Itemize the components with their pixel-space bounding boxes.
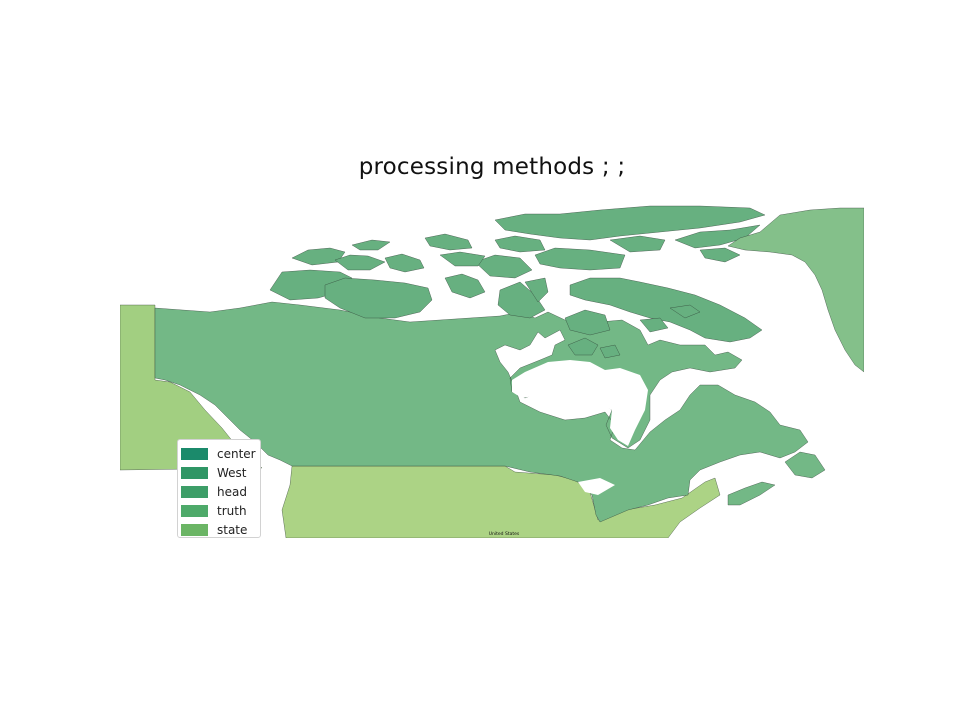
legend-swatch-state: [181, 524, 208, 537]
canada-mainland-region: [154, 301, 809, 523]
legend-label-head: head: [217, 484, 247, 499]
maritime-region: [727, 481, 776, 506]
legend-item-head: head: [178, 482, 260, 501]
legend-swatch-truth: [181, 505, 208, 518]
greenland-region: [727, 207, 864, 373]
legend-label-state: state: [217, 523, 248, 538]
legend-swatch-west: [181, 466, 208, 479]
legend-item-state: state: [178, 521, 260, 540]
newfoundland-region: [784, 451, 826, 479]
legend-label-center: center: [217, 446, 256, 461]
legend-item-west: West: [178, 463, 260, 482]
us-region-label: United States: [489, 531, 520, 537]
legend-item-truth: truth: [178, 502, 260, 521]
great-lakes: [578, 478, 615, 495]
legend-label-truth: truth: [217, 504, 247, 519]
arctic-islands-region: [269, 205, 766, 359]
legend-label-west: West: [217, 465, 247, 480]
legend: center West head truth state: [177, 439, 261, 538]
legend-swatch-center: [181, 447, 208, 460]
legend-item-center: center: [178, 444, 260, 463]
legend-swatch-head: [181, 485, 208, 498]
chart-title: processing methods ; ;: [358, 154, 626, 180]
hudson-bay-interior: [512, 360, 648, 446]
